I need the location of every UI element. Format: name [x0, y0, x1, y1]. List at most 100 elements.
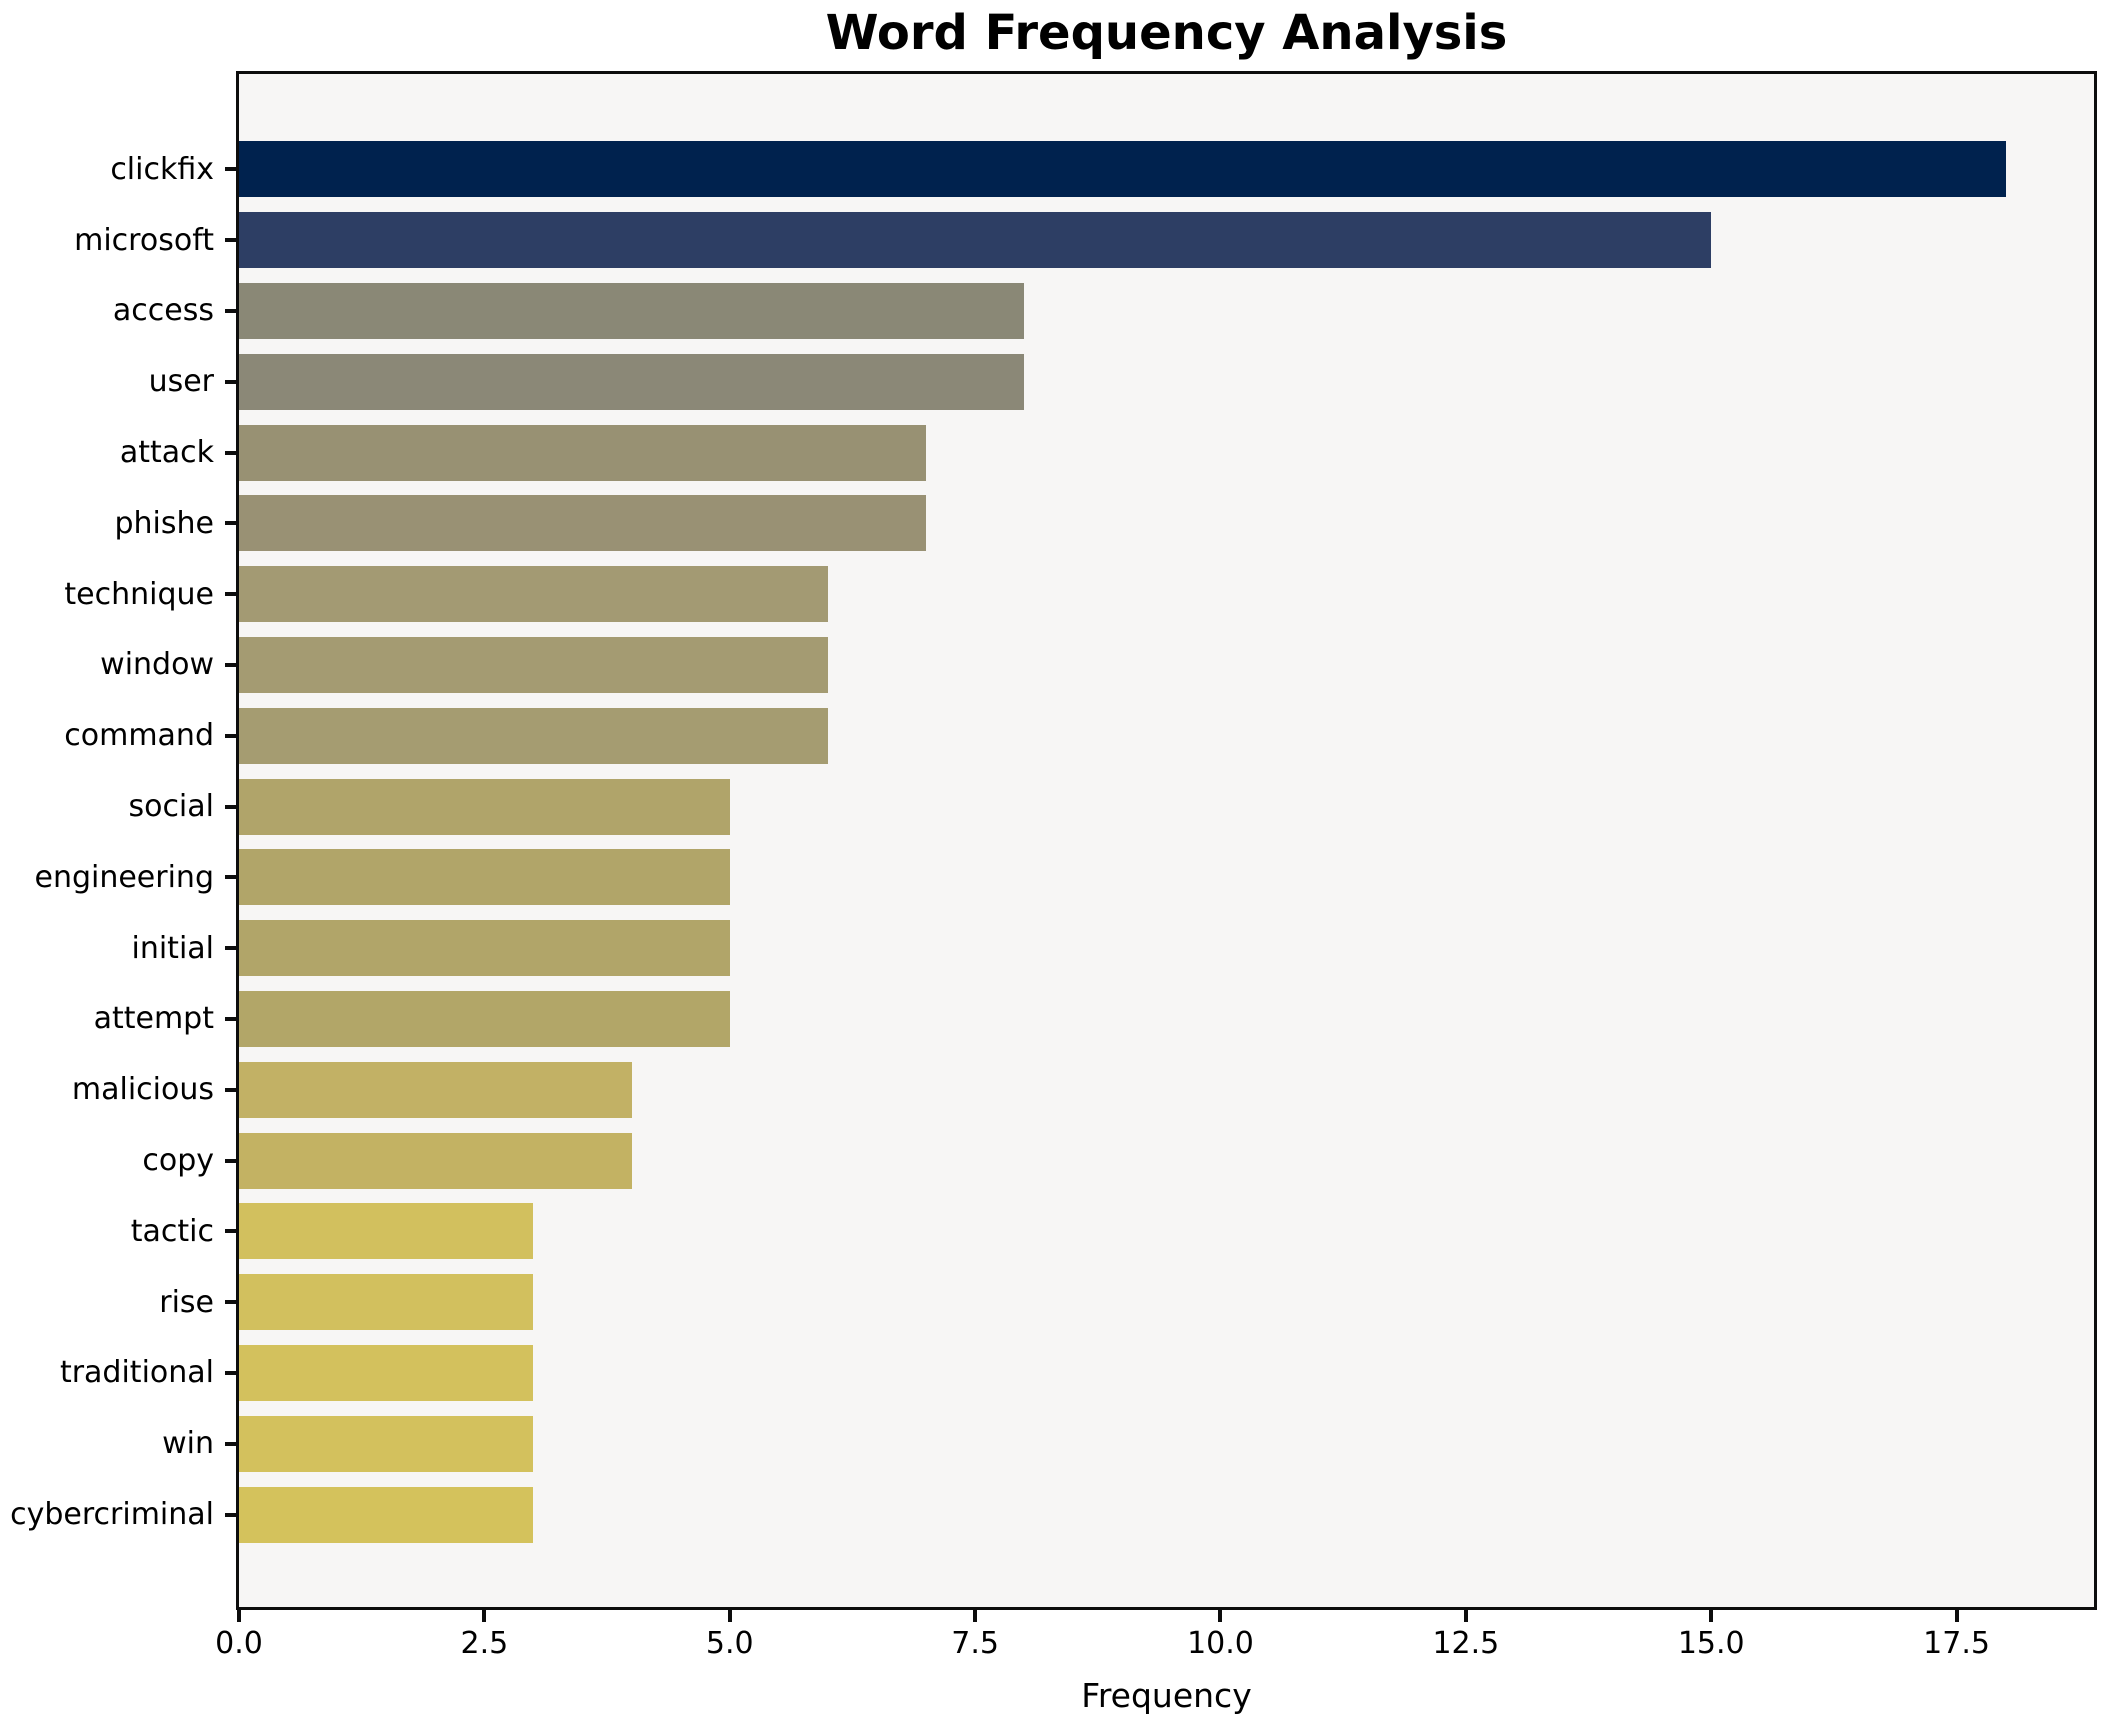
- bar-row: [239, 1267, 2094, 1338]
- bar-win: [239, 1415, 534, 1472]
- y-tick-mark: [225, 592, 236, 597]
- y-tick-row: traditional: [0, 1338, 236, 1409]
- bar-technique: [239, 566, 828, 623]
- bar-traditional: [239, 1344, 534, 1401]
- y-tick-row: attempt: [0, 984, 236, 1055]
- y-tick-label: tactic: [130, 1213, 214, 1249]
- y-tick-mark: [225, 308, 236, 313]
- y-tick-label: access: [112, 293, 214, 329]
- y-tick-mark: [225, 1016, 236, 1021]
- x-tick-label: 2.5: [460, 1626, 509, 1661]
- bar-malicious: [239, 1061, 632, 1118]
- bar-command: [239, 707, 828, 764]
- y-tick-row: engineering: [0, 842, 236, 913]
- y-tick-label: user: [148, 364, 214, 400]
- y-tick-label: cybercriminal: [10, 1497, 214, 1533]
- x-tick-label: 10.0: [1187, 1626, 1254, 1661]
- x-tick-label: 12.5: [1432, 1626, 1500, 1661]
- y-tick-mark: [225, 521, 236, 526]
- x-tick-mark: [482, 1610, 487, 1622]
- y-tick-mark: [225, 804, 236, 809]
- y-tick-mark: [225, 1512, 236, 1517]
- y-tick-label: traditional: [59, 1355, 214, 1391]
- y-tick-row: win: [0, 1408, 236, 1479]
- y-tick-row: initial: [0, 913, 236, 984]
- y-tick-label: microsoft: [74, 222, 214, 258]
- y-tick-mark: [225, 1300, 236, 1305]
- bar-row: [239, 1338, 2094, 1409]
- y-tick-row: phishe: [0, 488, 236, 559]
- x-tick-label: 15.0: [1677, 1626, 1745, 1661]
- y-tick-label: attempt: [93, 1001, 214, 1037]
- x-tick-mark: [1218, 1610, 1223, 1622]
- x-tick-mark: [237, 1610, 241, 1622]
- bar-clickfix: [239, 141, 2006, 198]
- y-tick-label: win: [162, 1426, 214, 1462]
- y-tick-row: command: [0, 700, 236, 771]
- y-tick-label: attack: [119, 435, 214, 471]
- x-tick-mark: [1463, 1610, 1468, 1622]
- x-tick-mark: [1709, 1610, 1714, 1622]
- y-tick-row: tactic: [0, 1196, 236, 1267]
- y-tick-row: microsoft: [0, 205, 236, 276]
- bar-row: [239, 1408, 2094, 1479]
- y-tick-label: initial: [131, 930, 215, 966]
- bar-rows: [239, 74, 2094, 1607]
- bar-row: [239, 984, 2094, 1055]
- y-tick-mark: [225, 662, 236, 667]
- bar-phishe: [239, 495, 927, 552]
- bar-social: [239, 778, 730, 835]
- bar-engineering: [239, 849, 730, 906]
- bar-row: [239, 700, 2094, 771]
- y-tick-row: access: [0, 276, 236, 347]
- x-axis-ticks: 0.0 2.5 5.0 7.5 10.0 12.5 15.0 17.5: [215, 1610, 2094, 1680]
- y-tick-row: cybercriminal: [0, 1479, 236, 1550]
- x-tick-mark: [727, 1610, 732, 1622]
- bar-row: [239, 205, 2094, 276]
- y-tick-row: rise: [0, 1267, 236, 1338]
- y-tick-mark: [225, 1087, 236, 1092]
- y-tick-mark: [225, 946, 236, 951]
- bar-access: [239, 282, 1025, 339]
- y-tick-mark: [225, 379, 236, 384]
- x-axis-label: Frequency: [1081, 1676, 1252, 1715]
- y-tick-mark: [225, 1370, 236, 1375]
- y-tick-label: clickfix: [110, 151, 214, 187]
- y-tick-label: window: [100, 647, 214, 683]
- bar-user: [239, 353, 1025, 410]
- y-tick-row: social: [0, 771, 236, 842]
- bar-row: [239, 346, 2094, 417]
- y-tick-label: social: [128, 789, 214, 825]
- chart-title: Word Frequency Analysis: [825, 5, 1508, 61]
- y-tick-row: copy: [0, 1125, 236, 1196]
- bar-row: [239, 276, 2094, 347]
- y-tick-mark: [225, 238, 236, 243]
- bar-attempt: [239, 990, 730, 1047]
- y-tick-label: malicious: [71, 1072, 214, 1108]
- y-tick-label: technique: [64, 576, 214, 612]
- bar-row: [239, 1054, 2094, 1125]
- y-tick-row: user: [0, 346, 236, 417]
- y-tick-mark: [225, 167, 236, 172]
- bar-row: [239, 134, 2094, 205]
- x-tick-label: 7.5: [951, 1626, 999, 1661]
- y-tick-row: technique: [0, 559, 236, 630]
- bar-row: [239, 559, 2094, 630]
- y-tick-label: command: [64, 718, 214, 754]
- y-tick-mark: [225, 733, 236, 738]
- bar-row: [239, 630, 2094, 701]
- bar-row: [239, 1196, 2094, 1267]
- y-tick-label: copy: [142, 1143, 214, 1179]
- bar-cybercriminal: [239, 1486, 534, 1543]
- y-axis-labels: clickfix microsoft access user attack phishe t…: [0, 71, 236, 1610]
- y-tick-mark: [225, 1441, 236, 1446]
- bar-row: [239, 1125, 2094, 1196]
- bar-rise: [239, 1274, 534, 1331]
- bar-row: [239, 913, 2094, 984]
- bar-tactic: [239, 1203, 534, 1260]
- bar-row: [239, 771, 2094, 842]
- x-tick-mark: [973, 1610, 978, 1622]
- y-tick-label: phishe: [114, 505, 215, 541]
- x-tick-mark: [1954, 1610, 1959, 1622]
- x-tick-label: 0.0: [215, 1626, 263, 1661]
